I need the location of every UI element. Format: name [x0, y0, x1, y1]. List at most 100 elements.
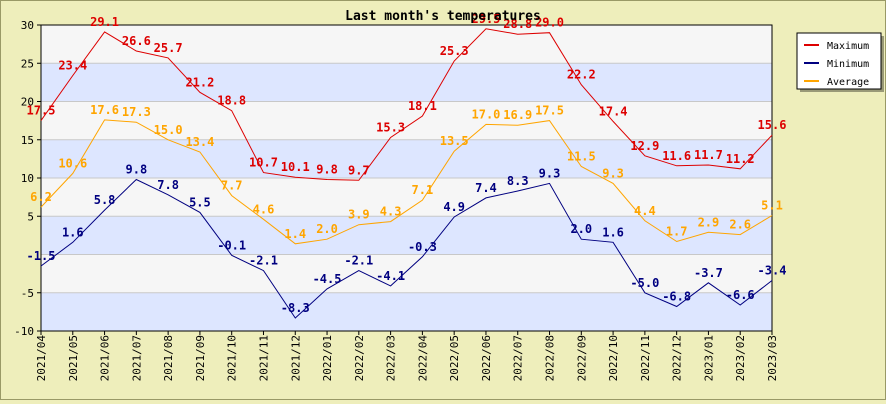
data-label-maximum: 10.1 [281, 160, 310, 174]
x-tick-label: 2021/09 [194, 335, 207, 381]
data-label-maximum: 18.8 [217, 94, 246, 108]
x-tick-label: 2022/06 [480, 335, 493, 381]
data-label-minimum: 5.5 [189, 195, 211, 209]
data-label-maximum: 17.4 [599, 104, 628, 118]
chart-title: Last month's temperatures [345, 9, 541, 24]
series-line-average [40, 119, 773, 245]
data-label-minimum: -0.3 [408, 240, 437, 254]
x-tick-label: 2022/10 [607, 335, 620, 381]
background-band [41, 178, 772, 217]
y-axis-ticks: -10 -5 5 10 15 20 25 30 [14, 19, 41, 338]
x-tick-label: 2021/08 [162, 335, 175, 381]
x-tick-label: 2022/03 [385, 335, 398, 381]
data-label-minimum: -1.5 [27, 249, 56, 263]
x-tick-label: 2023/03 [766, 335, 779, 381]
data-label-minimum: -3.7 [694, 266, 723, 280]
legend-box [796, 32, 882, 90]
data-label-maximum: 11.7 [694, 148, 723, 162]
x-tick-label: 2022/09 [575, 335, 588, 381]
x-tick-label: 2021/04 [35, 335, 48, 382]
y-tick-label: 25 [21, 57, 34, 70]
x-tick-label: 2021/05 [67, 335, 80, 381]
data-label-minimum: 1.6 [62, 225, 84, 239]
x-tick-label: 2022/05 [448, 335, 461, 381]
x-tick-label: 2021/06 [99, 335, 112, 381]
data-label-average: 11.5 [567, 150, 596, 164]
y-tick-label: 5 [27, 210, 34, 223]
data-label-average: 13.5 [440, 134, 469, 148]
y-tick-label: 20 [21, 96, 34, 109]
legend: Maximum Minimum Average [796, 32, 884, 92]
data-label-minimum: 1.6 [602, 225, 624, 239]
x-tick-label: 2022/11 [639, 335, 652, 381]
data-label-maximum: 11.6 [662, 149, 691, 163]
data-label-minimum: 4.9 [443, 200, 465, 214]
y-tick-label: -5 [21, 287, 34, 300]
data-label-minimum: -3.4 [758, 264, 787, 278]
data-label-average: 1.4 [284, 227, 306, 241]
x-tick-label: 2021/07 [130, 335, 143, 381]
data-label-maximum: 26.6 [122, 34, 151, 48]
x-tick-label: 2022/07 [512, 335, 525, 381]
data-label-maximum: 25.3 [440, 44, 469, 58]
data-label-minimum: -2.1 [249, 254, 278, 268]
data-label-average: 9.3 [602, 166, 624, 180]
data-label-average: 16.9 [503, 108, 532, 122]
data-label-average: 4.4 [634, 204, 656, 218]
legend-label-average: Average [827, 77, 869, 88]
background-band [41, 139, 772, 178]
data-label-average: 17.6 [90, 103, 119, 117]
data-label-minimum: 2.0 [570, 222, 592, 236]
x-tick-label: 2022/02 [353, 335, 366, 381]
data-label-minimum: -2.1 [344, 254, 373, 268]
background-band [41, 216, 772, 255]
x-tick-label: 2021/10 [226, 335, 239, 381]
x-tick-label: 2022/01 [321, 335, 334, 381]
data-label-average: 6.2 [30, 190, 52, 204]
data-label-average: 5.1 [761, 198, 783, 212]
data-label-minimum: 7.8 [157, 178, 179, 192]
data-label-minimum: -4.5 [313, 272, 342, 286]
data-label-average: 17.5 [535, 104, 564, 118]
background-band [41, 254, 772, 293]
data-label-maximum: 29.5 [472, 12, 501, 26]
y-tick-label: -10 [14, 325, 34, 338]
data-label-maximum: 29.1 [90, 15, 119, 29]
data-label-average: 4.3 [380, 205, 402, 219]
series-line-maximum [40, 28, 773, 181]
background-band [41, 63, 772, 102]
data-label-minimum: 5.8 [94, 193, 116, 207]
x-tick-label: 2022/08 [544, 335, 557, 381]
data-label-average: 2.9 [698, 215, 720, 229]
background-band [41, 292, 772, 331]
data-labels: 17.5 23.4 29.126.6 25.7 21.218.8 10.7 10.1 9.8 9… [27, 12, 787, 315]
y-tick-label: 30 [21, 19, 34, 32]
data-label-average: 15.0 [154, 123, 183, 137]
grid-lines [41, 62, 772, 294]
x-tick-label: 2023/01 [702, 335, 715, 381]
x-axis-ticks: 2021/04 2021/05 2021/06 2021/07 2021/08 2021/… [35, 331, 779, 381]
data-label-maximum: 12.9 [630, 139, 659, 153]
data-label-maximum: 9.8 [316, 163, 338, 177]
data-label-minimum: -8.3 [281, 301, 310, 315]
data-label-minimum: -4.1 [376, 269, 405, 283]
y-tick-label: 15 [21, 134, 34, 147]
data-label-minimum: 8.3 [507, 174, 529, 188]
data-label-maximum: 23.4 [58, 58, 87, 72]
data-label-minimum: 9.8 [126, 163, 148, 177]
data-label-maximum: 15.6 [758, 118, 787, 132]
data-label-average: 17.3 [122, 105, 151, 119]
data-label-minimum: -0.1 [217, 238, 246, 252]
data-label-average: 7.1 [412, 183, 434, 197]
y-tick-label: 10 [21, 172, 34, 185]
data-label-minimum: -6.6 [726, 288, 755, 302]
data-label-average: 17.0 [472, 107, 501, 121]
data-label-maximum: 10.7 [249, 156, 278, 170]
x-tick-label: 2021/12 [289, 335, 302, 381]
x-tick-label: 2023/02 [734, 335, 747, 381]
data-label-average: 2.0 [316, 222, 338, 236]
data-label-average: 4.6 [253, 202, 275, 216]
data-label-maximum: 11.2 [726, 152, 755, 166]
